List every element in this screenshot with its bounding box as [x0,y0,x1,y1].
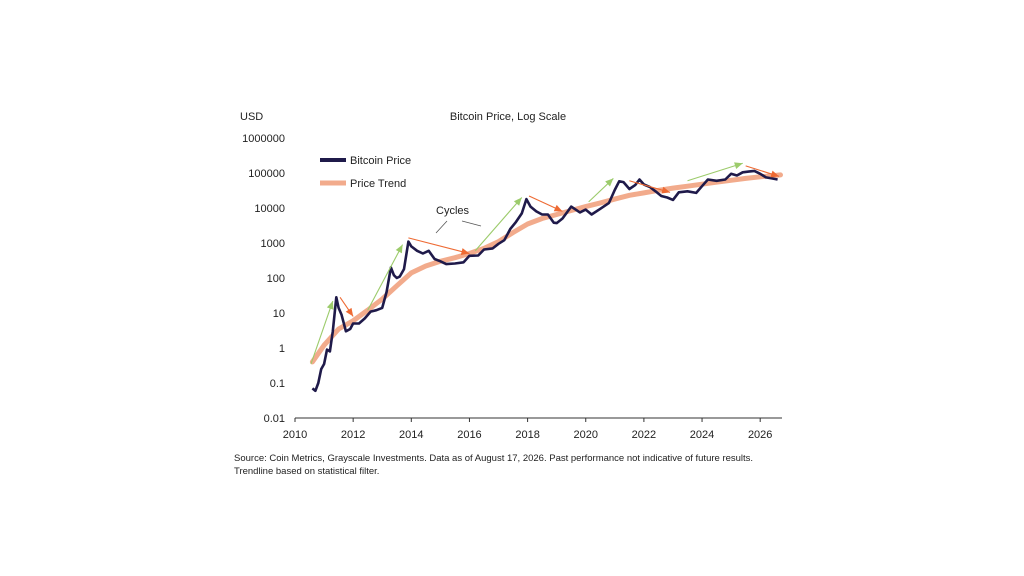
up-cycle-arrow [474,197,523,252]
y-tick-label: 100 [267,273,285,285]
x-tick-label: 2016 [457,429,481,441]
y-tick-label: 0.01 [264,413,285,425]
x-tick-label: 2010 [283,429,307,441]
up-cycle-arrow [687,162,743,182]
down-cycle-arrow [629,180,671,194]
cycles-label: Cycles [436,205,470,217]
y-axis-label: USD [240,111,263,123]
y-tick-label: 1 [279,343,285,355]
y-tick-label: 0.1 [270,378,285,390]
price-series [311,169,778,393]
x-tick-label: 2024 [690,429,714,441]
down-cycle-arrow [408,237,470,255]
legend: Bitcoin Price Price Trend [320,155,411,190]
y-tick-label: 100000 [248,168,285,180]
x-tick-label: 2022 [632,429,656,441]
source-line-2: Trendline based on statistical filter. [234,466,380,477]
x-tick-label: 2018 [515,429,539,441]
cycles-leader-left [435,220,448,234]
up-cycle-arrow [588,178,614,203]
y-tick-label: 10000 [254,203,285,215]
down-cycle-arrow [745,165,780,178]
y-tick-label: 1000 [261,238,285,250]
legend-price-label: Bitcoin Price [350,155,411,167]
x-tick-label: 2014 [399,429,423,441]
down-cycle-arrow [528,195,563,212]
axes: 0.01 0.1 1 10 100 1000 10000 100000 1000000 2010 2… [242,133,782,441]
y-tick-label: 1000000 [242,133,285,145]
bitcoin-price-line [311,169,778,393]
cycles-leader-right [461,220,482,227]
y-tick-label: 10 [273,308,285,320]
up-cycle-arrow [367,244,404,311]
trend-series [309,172,783,365]
legend-trend-label: Price Trend [350,178,406,190]
chart-title: Bitcoin Price, Log Scale [450,111,566,123]
x-tick-label: 2012 [341,429,365,441]
cycles-annotation: Cycles [435,205,482,234]
price-trend-line [309,172,783,365]
x-tick-label: 2026 [748,429,772,441]
cycle-arrows [310,162,780,365]
source-line-1: Source: Coin Metrics, Grayscale Investme… [234,453,754,464]
x-tick-label: 2020 [574,429,598,441]
source-note: Source: Coin Metrics, Grayscale Investme… [234,452,794,478]
up-cycle-arrow [310,300,334,365]
down-cycle-arrow [339,297,354,317]
